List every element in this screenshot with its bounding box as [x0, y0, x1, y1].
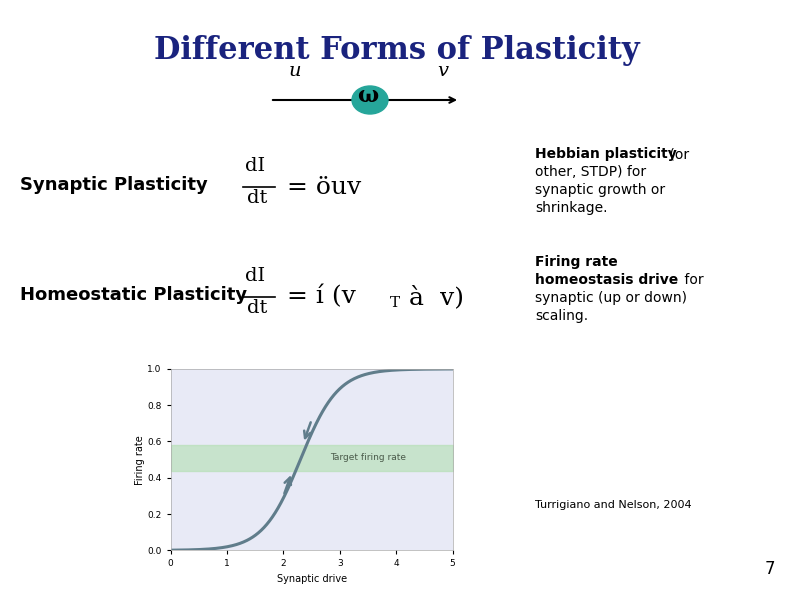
Text: ω: ω — [357, 85, 379, 107]
Text: u: u — [289, 62, 301, 80]
Text: synaptic growth or: synaptic growth or — [535, 183, 665, 197]
Text: = öuv: = öuv — [287, 176, 361, 199]
X-axis label: Synaptic drive: Synaptic drive — [276, 574, 347, 584]
Text: dt: dt — [247, 299, 268, 317]
Text: Different Forms of Plasticity: Different Forms of Plasticity — [154, 35, 640, 66]
Text: Homeostatic Plasticity: Homeostatic Plasticity — [20, 286, 247, 304]
Text: for: for — [680, 273, 703, 287]
Text: Target firing rate: Target firing rate — [330, 453, 406, 462]
Text: other, STDP) for: other, STDP) for — [535, 165, 646, 179]
Text: synaptic (up or down): synaptic (up or down) — [535, 291, 687, 305]
Text: dI: dI — [245, 267, 265, 285]
Text: Turrigiano and Nelson, 2004: Turrigiano and Nelson, 2004 — [535, 500, 692, 510]
Text: Firing rate: Firing rate — [535, 255, 618, 269]
Text: = í (v: = í (v — [287, 286, 356, 309]
Text: v: v — [437, 62, 449, 80]
Text: T: T — [390, 296, 400, 310]
Text: dt: dt — [247, 189, 268, 207]
Text: (or: (or — [665, 147, 689, 161]
Text: à  v): à v) — [401, 285, 464, 309]
Text: dI: dI — [245, 157, 265, 175]
Text: Synaptic Plasticity: Synaptic Plasticity — [20, 176, 208, 194]
Text: Hebbian plasticity: Hebbian plasticity — [535, 147, 676, 161]
Ellipse shape — [352, 86, 388, 114]
Text: shrinkage.: shrinkage. — [535, 201, 607, 215]
Text: homeostasis drive: homeostasis drive — [535, 273, 678, 287]
Text: 7: 7 — [765, 560, 775, 578]
Text: scaling.: scaling. — [535, 309, 588, 323]
Y-axis label: Firing rate: Firing rate — [134, 435, 145, 484]
